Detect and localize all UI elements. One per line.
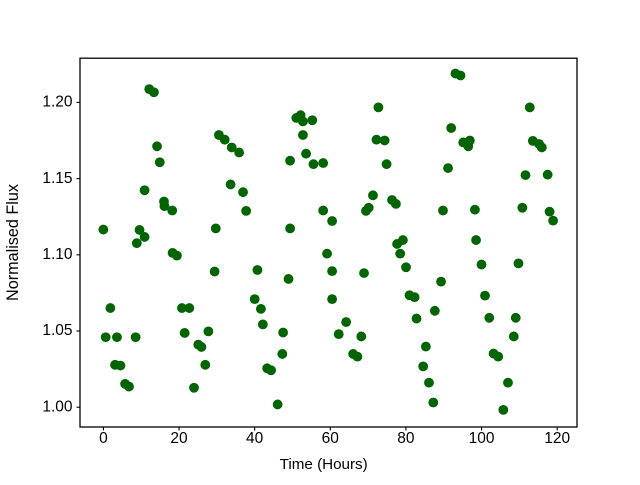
svg-text:120: 120 bbox=[544, 430, 570, 447]
svg-text:20: 20 bbox=[170, 430, 188, 447]
svg-text:0: 0 bbox=[99, 430, 108, 447]
svg-text:1.15: 1.15 bbox=[42, 170, 72, 187]
svg-text:80: 80 bbox=[397, 430, 415, 447]
svg-text:100: 100 bbox=[469, 430, 495, 447]
svg-text:Normalised Flux: Normalised Flux bbox=[4, 184, 22, 301]
svg-text:1.00: 1.00 bbox=[42, 398, 73, 415]
svg-text:1.05: 1.05 bbox=[42, 322, 72, 339]
svg-text:1.20: 1.20 bbox=[42, 94, 73, 111]
svg-text:60: 60 bbox=[322, 430, 340, 447]
svg-text:Time (Hours): Time (Hours) bbox=[280, 456, 368, 473]
svg-text:40: 40 bbox=[246, 430, 264, 447]
svg-text:1.10: 1.10 bbox=[42, 246, 73, 263]
